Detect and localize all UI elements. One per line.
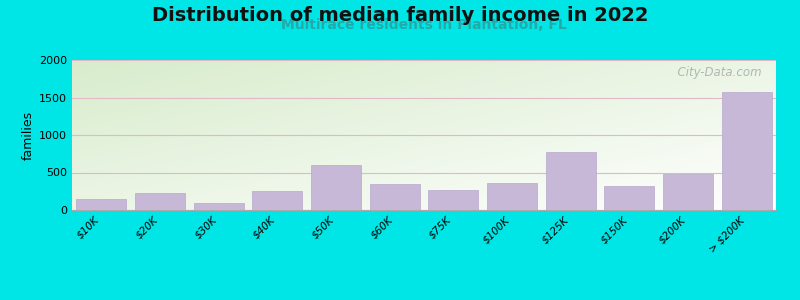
Text: City-Data.com: City-Data.com <box>670 66 762 79</box>
Bar <box>135 193 185 210</box>
Bar <box>605 186 654 210</box>
Bar <box>194 202 243 210</box>
Bar <box>546 152 595 210</box>
Bar <box>429 190 478 210</box>
Title: Multirace residents in Plantation, FL: Multirace residents in Plantation, FL <box>281 18 567 32</box>
Bar <box>487 183 537 210</box>
Bar <box>370 184 419 210</box>
Text: Distribution of median family income in 2022: Distribution of median family income in … <box>152 6 648 25</box>
Bar <box>311 165 361 210</box>
Bar <box>77 199 126 210</box>
Y-axis label: families: families <box>22 110 35 160</box>
Bar <box>253 191 302 210</box>
Bar <box>722 92 771 210</box>
Bar <box>663 174 713 210</box>
